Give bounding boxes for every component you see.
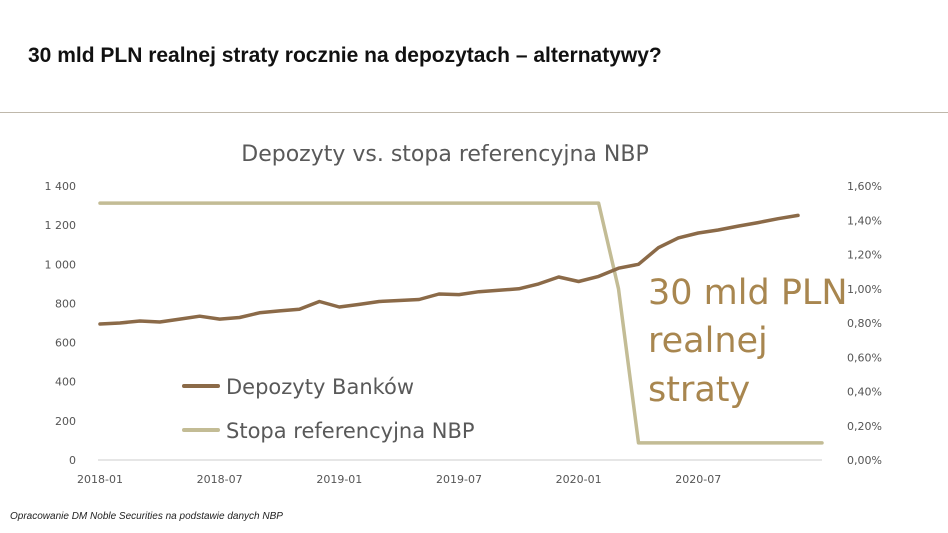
x-tick-label: 2019-01 [316,473,362,486]
left-y-tick-label: 800 [55,297,76,310]
legend-label-depozyty: Depozyty Banków [226,375,414,399]
footnote: Opracowanie DM Noble Securities na podst… [10,511,283,522]
left-y-tick-label: 600 [55,337,76,350]
left-y-tick-label: 400 [55,376,76,389]
series-layer [98,201,824,445]
x-tick-labels: 2018-01 2018-07 2019-01 2019-07 2020-01 2020-… [77,473,721,486]
title-divider [0,112,948,113]
left-y-tick-label: 0 [69,454,76,467]
right-y-tick-label: 1,00% [847,283,882,296]
right-y-tick-labels: 0,00% 0,20% 0,40% 0,60% 0,80% 1,00% 1,20% 1,40%… [847,180,882,467]
right-y-tick-label: 0,40% [847,386,882,399]
legend: Depozyty Banków Stopa referencyjna NBP [182,375,475,443]
x-tick-label: 2020-07 [675,473,721,486]
series-line-depozyty [98,213,800,326]
right-y-tick-label: 0,20% [847,420,882,433]
left-y-tick-label: 1 400 [45,180,77,193]
right-y-tick-label: 0,80% [847,317,882,330]
x-tick-label: 2018-07 [197,473,243,486]
right-y-tick-label: 0,60% [847,351,882,364]
x-tick-label: 2020-01 [556,473,602,486]
x-tick-label: 2019-07 [436,473,482,486]
annotation-line-2: realnej [648,321,768,361]
left-y-tick-label: 200 [55,415,76,428]
right-y-tick-label: 1,60% [847,180,882,193]
annotation: 30 mld PLN realnej straty [648,273,848,410]
x-tick-label: 2018-01 [77,473,123,486]
slide-title: 30 mld PLN realnej straty rocznie na dep… [28,44,662,67]
chart-title: Depozyty vs. stopa referencyjna NBP [241,142,648,167]
left-y-tick-label: 1 200 [45,219,77,232]
left-y-tick-labels: 0 200 400 600 800 1 000 1 200 1 400 [45,180,77,467]
right-y-tick-label: 0,00% [847,454,882,467]
legend-label-stopa: Stopa referencyjna NBP [226,419,475,443]
left-y-tick-label: 1 000 [45,258,77,271]
right-y-tick-label: 1,40% [847,214,882,227]
series-line-stopa [98,201,824,445]
line-chart: Depozyty vs. stopa referencyjna NBP 2018… [45,142,883,486]
annotation-line-3: straty [648,370,750,410]
right-y-tick-label: 1,20% [847,249,882,262]
annotation-line-1: 30 mld PLN [648,273,848,313]
